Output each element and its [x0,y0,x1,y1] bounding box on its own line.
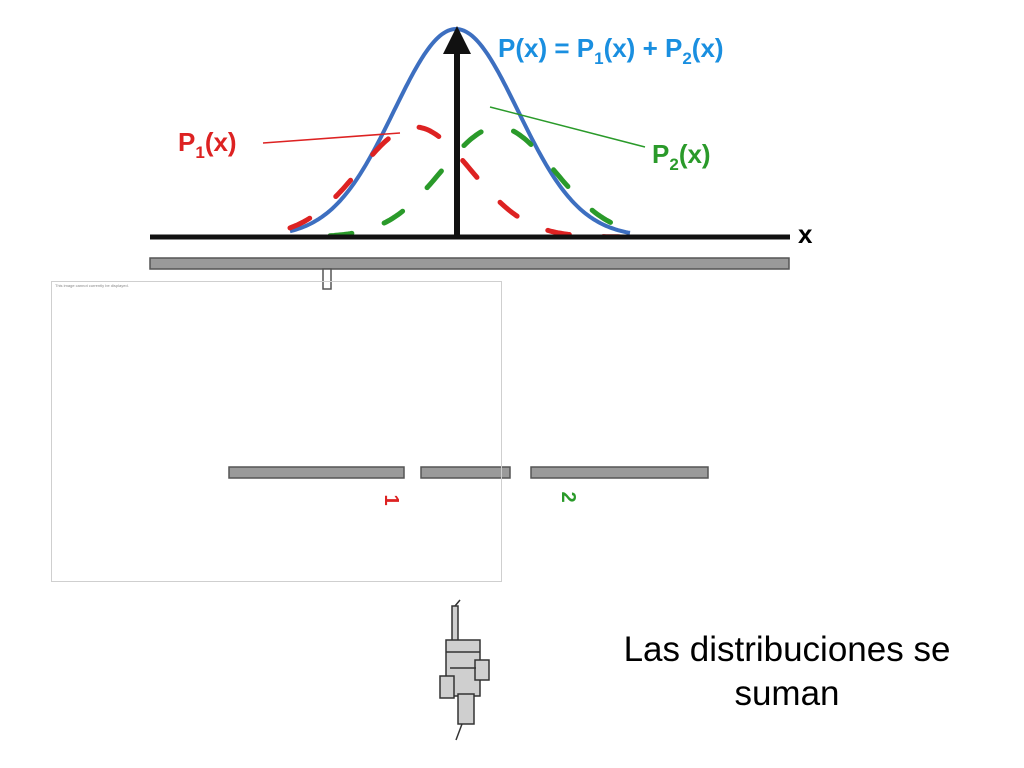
total-distribution-curve [289,26,631,235]
p1-leader-line [262,132,401,144]
p1-label: P1(x) [178,127,237,162]
caption-line-1: Las distribuciones se [623,630,951,669]
p2-leader-line [489,106,646,148]
gun-icon [439,599,490,741]
caption-line-2: suman [734,674,840,713]
slit-2-label: 2 [557,491,579,502]
broken-image-frame [51,281,502,582]
broken-image-label: This image cannot currently be displayed… [55,283,129,288]
p2-label: P2(x) [652,139,711,174]
barrier-middle [420,466,511,479]
barrier-right [530,466,709,479]
equation-label: P(x) = P1(x) + P2(x) [498,33,724,68]
detection-screen [149,257,790,270]
barrier-left [228,466,405,479]
x-axis-label: x [798,219,813,249]
slit-1-label: 1 [380,494,402,505]
p2-distribution-curve [327,124,633,239]
p1-distribution-curve [287,124,623,240]
screen-clip [322,268,332,290]
arrow-head-icon [443,26,471,54]
caption: Las distribuciones se suman [582,628,992,716]
